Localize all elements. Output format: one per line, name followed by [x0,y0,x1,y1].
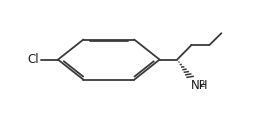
Text: Cl: Cl [28,53,40,66]
Text: 2: 2 [200,80,205,89]
Text: NH: NH [191,79,209,92]
